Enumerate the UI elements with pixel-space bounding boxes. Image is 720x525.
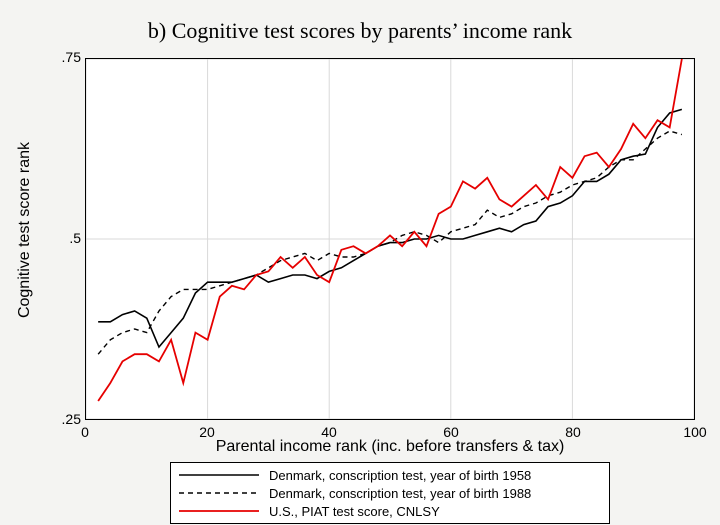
- legend-item-us_piat: U.S., PIAT test score, CNLSY: [179, 502, 601, 520]
- legend-label: Denmark, conscription test, year of birt…: [259, 468, 531, 483]
- y-tick-label: .75: [53, 49, 81, 65]
- x-tick-label: 40: [317, 424, 341, 440]
- gridlines: [86, 59, 694, 419]
- y-tick-label: .5: [53, 230, 81, 246]
- x-tick-label: 20: [195, 424, 219, 440]
- y-tick-label: .25: [53, 411, 81, 427]
- series-dk_1958: [98, 109, 682, 347]
- x-axis-label: Parental income rank (inc. before transf…: [85, 438, 695, 456]
- x-tick-label: 100: [683, 424, 707, 440]
- legend-swatch: [179, 466, 259, 484]
- chart-container: b) Cognitive test scores by parents’ inc…: [0, 0, 720, 524]
- legend-item-dk_1988: Denmark, conscription test, year of birt…: [179, 484, 601, 502]
- legend-swatch: [179, 502, 259, 520]
- series-us_piat: [98, 59, 682, 401]
- legend-swatch: [179, 484, 259, 502]
- legend-item-dk_1958: Denmark, conscription test, year of birt…: [179, 466, 601, 484]
- legend: Denmark, conscription test, year of birt…: [170, 462, 610, 524]
- x-tick-label: 80: [561, 424, 585, 440]
- chart-title: b) Cognitive test scores by parents’ inc…: [0, 18, 720, 44]
- legend-label: Denmark, conscription test, year of birt…: [259, 486, 531, 501]
- plot-area: [85, 58, 695, 420]
- y-axis-label: Cognitive test score rank: [16, 40, 36, 420]
- x-tick-label: 60: [439, 424, 463, 440]
- series-group: [98, 59, 682, 401]
- legend-label: U.S., PIAT test score, CNLSY: [259, 504, 440, 519]
- tick-marks: [86, 419, 694, 420]
